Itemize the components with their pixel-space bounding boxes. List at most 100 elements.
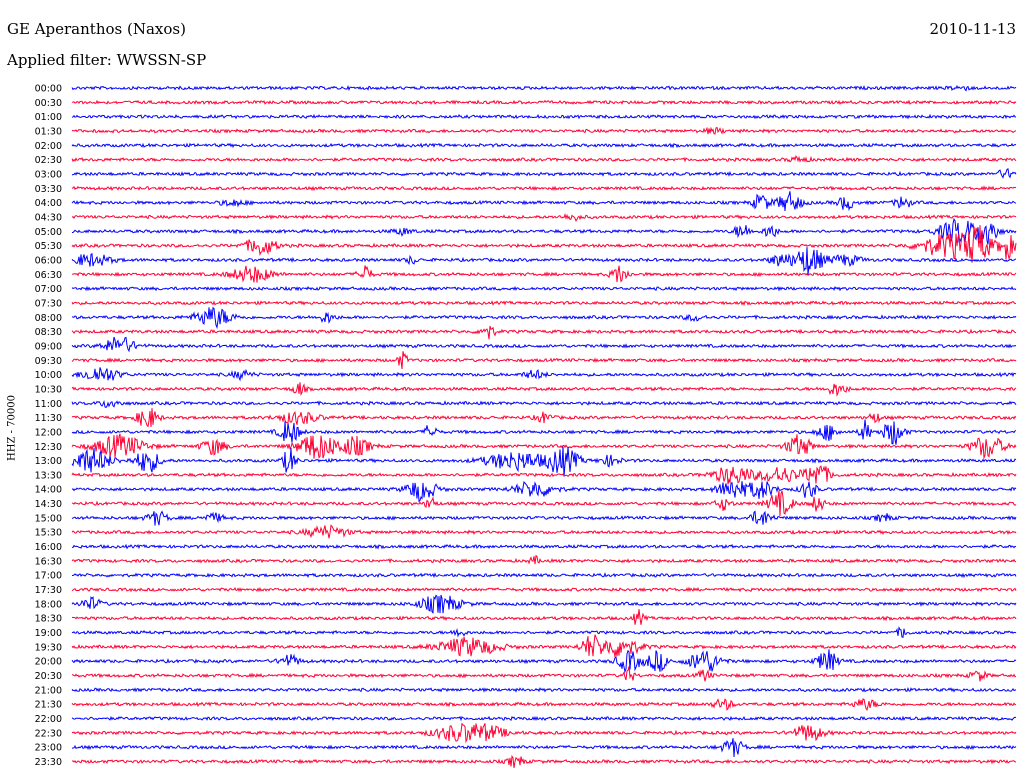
- time-tick-label: 04:30: [35, 212, 62, 223]
- trace-line: [71, 554, 1017, 565]
- time-tick-label: 09:30: [35, 356, 62, 367]
- trace-line: [71, 543, 1017, 550]
- trace-line: [71, 168, 1017, 179]
- time-tick-label: 02:30: [35, 155, 62, 166]
- time-tick-label: 15:30: [35, 528, 62, 539]
- station-title: GE Aperanthos (Naxos): [7, 20, 186, 38]
- trace-line: [71, 715, 1017, 722]
- time-tick-label: 01:30: [35, 126, 62, 137]
- time-tick-label: 00:30: [35, 98, 62, 109]
- trace-line: [71, 306, 1017, 330]
- time-tick-label: 22:30: [35, 728, 62, 739]
- time-tick-label: 05:00: [35, 227, 62, 238]
- trace-line: [71, 212, 1017, 223]
- time-tick-label: 07:30: [35, 298, 62, 309]
- time-tick-label: 02:00: [35, 141, 62, 152]
- trace-line: [71, 649, 1017, 674]
- time-tick-label: 04:00: [35, 198, 62, 209]
- time-tick-label: 06:00: [35, 255, 62, 266]
- trace-line: [71, 686, 1017, 693]
- trace-line: [71, 465, 1017, 485]
- time-tick-label: 08:30: [35, 327, 62, 338]
- trace-line: [71, 419, 1017, 445]
- trace-line: [71, 586, 1017, 593]
- trace-line: [71, 408, 1017, 428]
- trace-line: [71, 99, 1017, 106]
- date-label: 2010-11-13: [929, 20, 1016, 38]
- time-tick-label: 21:30: [35, 700, 62, 711]
- trace-line: [71, 113, 1017, 120]
- trace-line: [71, 490, 1017, 517]
- time-tick-label: 17:30: [35, 585, 62, 596]
- trace-line: [71, 325, 1017, 340]
- time-tick-label: 07:00: [35, 284, 62, 295]
- trace-line: [71, 594, 1017, 614]
- time-tick-label: 09:00: [35, 341, 62, 352]
- trace-line: [71, 247, 1017, 275]
- time-tick-label: 19:00: [35, 628, 62, 639]
- trace-line: [71, 126, 1017, 135]
- time-tick-label: 17:00: [35, 571, 62, 582]
- time-tick-label: 14:30: [35, 499, 62, 510]
- time-tick-label: 21:00: [35, 685, 62, 696]
- time-tick-label: 00:00: [35, 84, 62, 95]
- time-tick-label: 13:00: [35, 456, 62, 467]
- trace-line: [71, 481, 1017, 503]
- time-tick-label: 18:30: [35, 614, 62, 625]
- time-tick-label: 06:30: [35, 270, 62, 281]
- time-tick-label: 10:30: [35, 384, 62, 395]
- time-tick-label: 05:30: [35, 241, 62, 252]
- time-tick-label: 14:00: [35, 485, 62, 496]
- trace-line: [71, 722, 1017, 744]
- time-tick-label: 12:00: [35, 427, 62, 438]
- time-tick-label: 19:30: [35, 642, 62, 653]
- trace-line: [71, 698, 1017, 711]
- trace-line: [72, 738, 1017, 758]
- time-tick-label: 03:30: [35, 184, 62, 195]
- time-tick-label: 13:30: [35, 470, 62, 481]
- time-tick-label: 12:30: [35, 442, 62, 453]
- time-tick-label: 23:30: [35, 757, 62, 768]
- time-tick-label: 16:30: [35, 556, 62, 567]
- time-tick-label: 10:00: [35, 370, 62, 381]
- trace-line: [71, 626, 1017, 638]
- trace-line: [71, 155, 1017, 163]
- time-tick-label: 20:00: [35, 657, 62, 668]
- time-tick-label: 03:00: [35, 169, 62, 180]
- trace-line: [71, 351, 1017, 370]
- trace-line: [71, 285, 1017, 292]
- trace-line: [71, 634, 1017, 658]
- trace-line: [71, 433, 1017, 460]
- time-tick-label: 01:00: [35, 112, 62, 123]
- trace-line: [71, 336, 1017, 353]
- trace-line: [71, 142, 1017, 149]
- filter-label: Applied filter: WWSSN-SP: [7, 51, 207, 69]
- time-tick-label: 11:00: [35, 399, 62, 410]
- trace-line: [71, 217, 1017, 245]
- trace-line: [71, 225, 1017, 263]
- time-tick-label: 18:00: [35, 599, 62, 610]
- trace-line: [71, 300, 1017, 306]
- time-tick-label: 11:30: [35, 413, 62, 424]
- time-tick-label: 20:30: [35, 671, 62, 682]
- trace-line: [71, 382, 1017, 397]
- time-tick-label: 08:00: [35, 313, 62, 324]
- trace-line: [71, 265, 1017, 283]
- trace-line: [71, 400, 1017, 409]
- trace-line: [71, 446, 1017, 477]
- time-tick-label: 22:00: [35, 714, 62, 725]
- trace-line: [71, 367, 1017, 382]
- trace-line: [71, 84, 1017, 92]
- trace-line: [71, 572, 1017, 579]
- trace-line: [71, 191, 1017, 212]
- trace-line: [71, 666, 1017, 682]
- trace-line: [71, 609, 1017, 625]
- trace-line: [71, 524, 1017, 539]
- time-tick-label: 23:00: [35, 743, 62, 754]
- trace-line: [71, 510, 1017, 526]
- trace-line: [71, 185, 1017, 192]
- time-tick-label: 16:00: [35, 542, 62, 553]
- time-tick-label: 15:00: [35, 513, 62, 524]
- trace-line: [71, 754, 1017, 769]
